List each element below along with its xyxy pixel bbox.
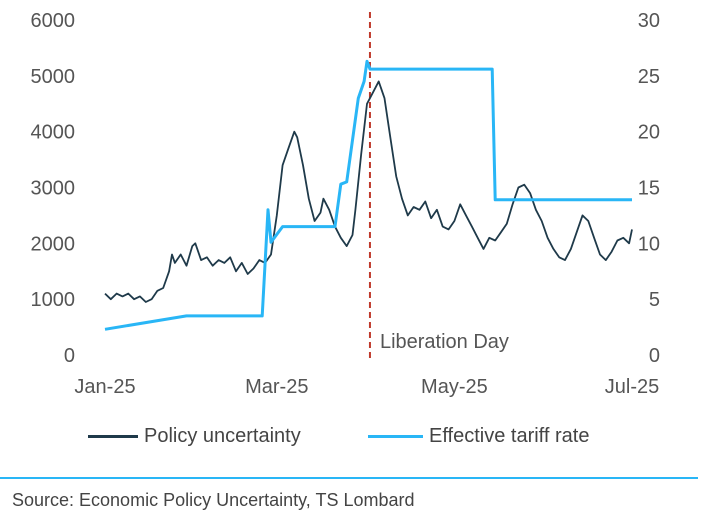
- left-tick-label: 0: [64, 345, 75, 367]
- legend: Policy uncertainty Effective tariff rate: [0, 425, 703, 455]
- left-tick-label: 6000: [31, 10, 76, 32]
- left-tick-label: 2000: [31, 233, 76, 255]
- legend-label-policy-uncertainty: Policy uncertainty: [144, 425, 301, 447]
- right-axis-tick-labels: 0 5 10 15 20 25 30: [638, 10, 660, 367]
- series-layer: [104, 59, 633, 331]
- right-tick-label: 5: [649, 289, 660, 311]
- legend-item-policy-uncertainty: Policy uncertainty: [88, 425, 301, 448]
- x-tick-label: Jul-25: [605, 376, 659, 398]
- x-axis-tick-labels: Jan-25 Mar-25 May-25 Jul-25: [74, 376, 659, 398]
- legend-label-effective-tariff-rate: Effective tariff rate: [429, 425, 590, 447]
- right-tick-label: 10: [638, 233, 660, 255]
- right-tick-label: 30: [638, 10, 660, 32]
- series-line-policy-uncertainty: [104, 80, 633, 303]
- left-tick-label: 3000: [31, 178, 76, 200]
- x-tick-label: Jan-25: [74, 376, 135, 398]
- source-note: Source: Economic Policy Uncertainty, TS …: [12, 490, 415, 510]
- x-tick-label: Mar-25: [245, 376, 308, 398]
- series-line-effective-tariff-rate: [104, 59, 632, 331]
- legend-swatch-policy-uncertainty: [88, 435, 138, 438]
- right-tick-label: 15: [638, 178, 660, 200]
- chart-canvas: 0 1000 2000 3000 4000 5000 6000 0 5 10 15 20 25 30 J…: [31, 10, 661, 398]
- left-tick-label: 1000: [31, 289, 76, 311]
- legend-swatch-effective-tariff-rate: [368, 435, 423, 438]
- left-axis-tick-labels: 0 1000 2000 3000 4000 5000 6000: [31, 10, 76, 367]
- divider-rule: [0, 477, 698, 479]
- left-tick-label: 5000: [31, 66, 76, 88]
- x-tick-label: May-25: [421, 376, 488, 398]
- legend-item-effective-tariff-rate: Effective tariff rate: [368, 425, 589, 448]
- right-tick-label: 20: [638, 122, 660, 144]
- right-tick-label: 25: [638, 66, 660, 88]
- right-tick-label: 0: [649, 345, 660, 367]
- left-tick-label: 4000: [31, 122, 76, 144]
- liberation-day-label: Liberation Day: [380, 331, 509, 353]
